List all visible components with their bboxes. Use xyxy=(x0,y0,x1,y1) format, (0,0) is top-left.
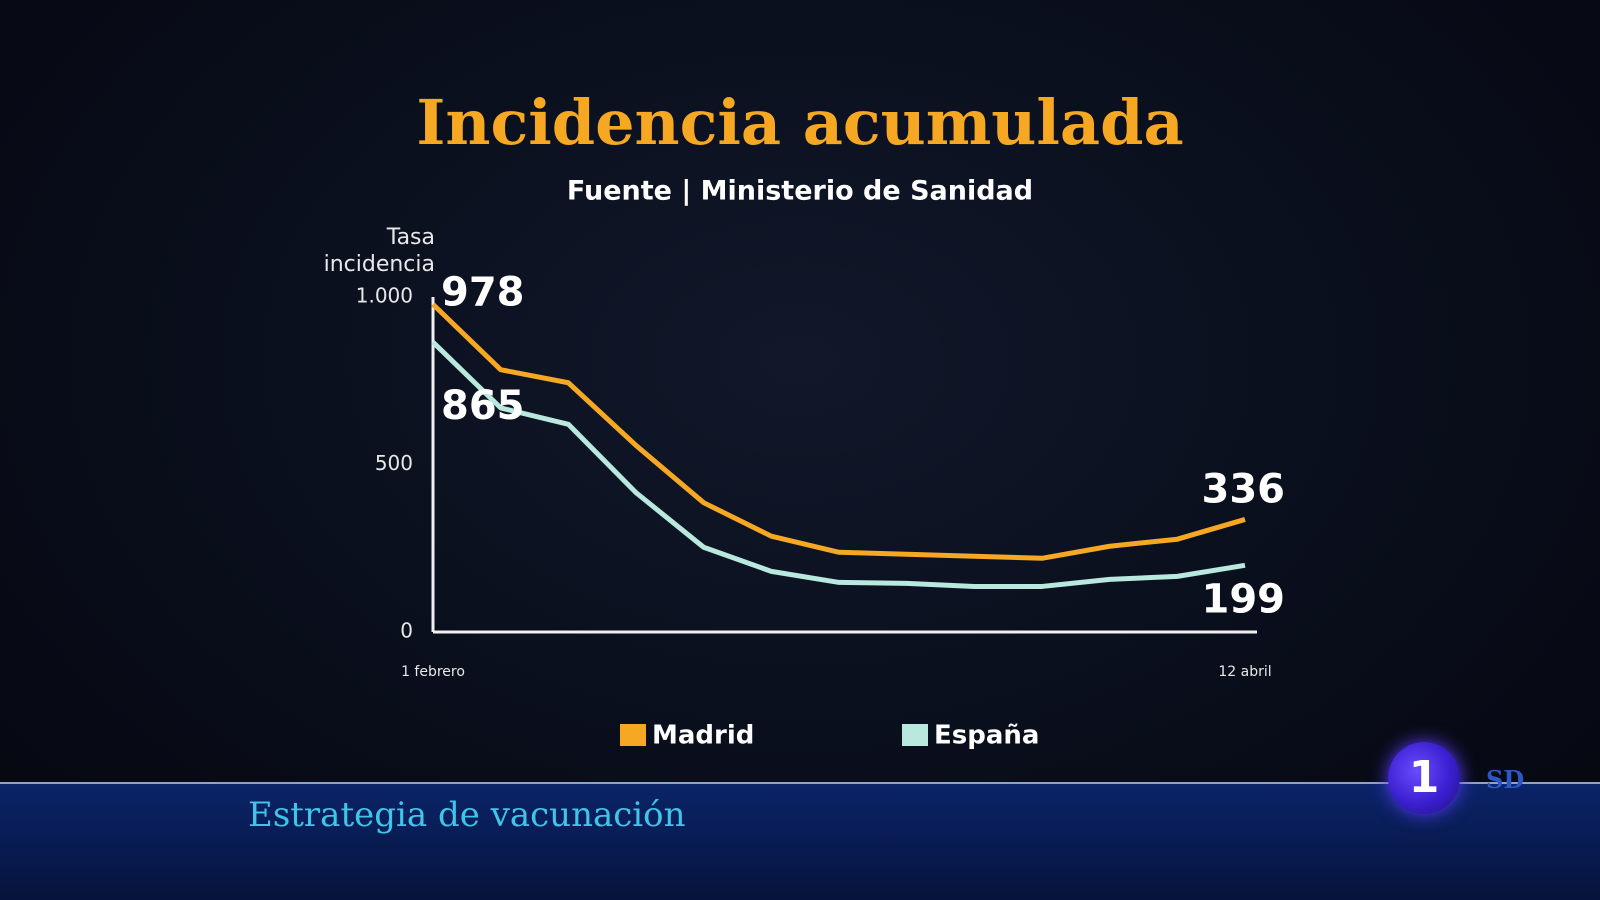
y-tick-label: 1.000 xyxy=(356,284,413,308)
data-label: 978 xyxy=(441,269,525,315)
quality-badge: SD xyxy=(1486,765,1525,794)
data-label: 336 xyxy=(1202,466,1286,512)
legend-swatch xyxy=(620,724,646,746)
chart-subtitle: Fuente | Ministerio de Sanidad xyxy=(567,176,1033,207)
data-label: 199 xyxy=(1202,576,1286,622)
chart-title: Incidencia acumulada xyxy=(416,86,1183,159)
chart: Incidencia acumulada Fuente | Ministerio… xyxy=(356,86,1286,751)
legend-label: Madrid xyxy=(652,721,754,751)
x-tick-label: 1 febrero xyxy=(401,664,465,680)
channel-logo: 1 xyxy=(1388,742,1460,814)
legend-label: España xyxy=(934,721,1039,751)
lower-band xyxy=(0,782,1600,900)
data-label: 865 xyxy=(441,383,525,429)
x-tick-label: 12 abril xyxy=(1218,664,1271,680)
y-tick-label: 500 xyxy=(375,451,413,475)
lower-third: Estrategia de vacunación xyxy=(248,795,686,835)
series-line xyxy=(431,340,1246,589)
series-line xyxy=(431,302,1246,561)
y-tick-label: 0 xyxy=(400,619,413,643)
y-axis-label: Tasa incidencia xyxy=(323,225,435,277)
legend-swatch xyxy=(902,724,928,746)
